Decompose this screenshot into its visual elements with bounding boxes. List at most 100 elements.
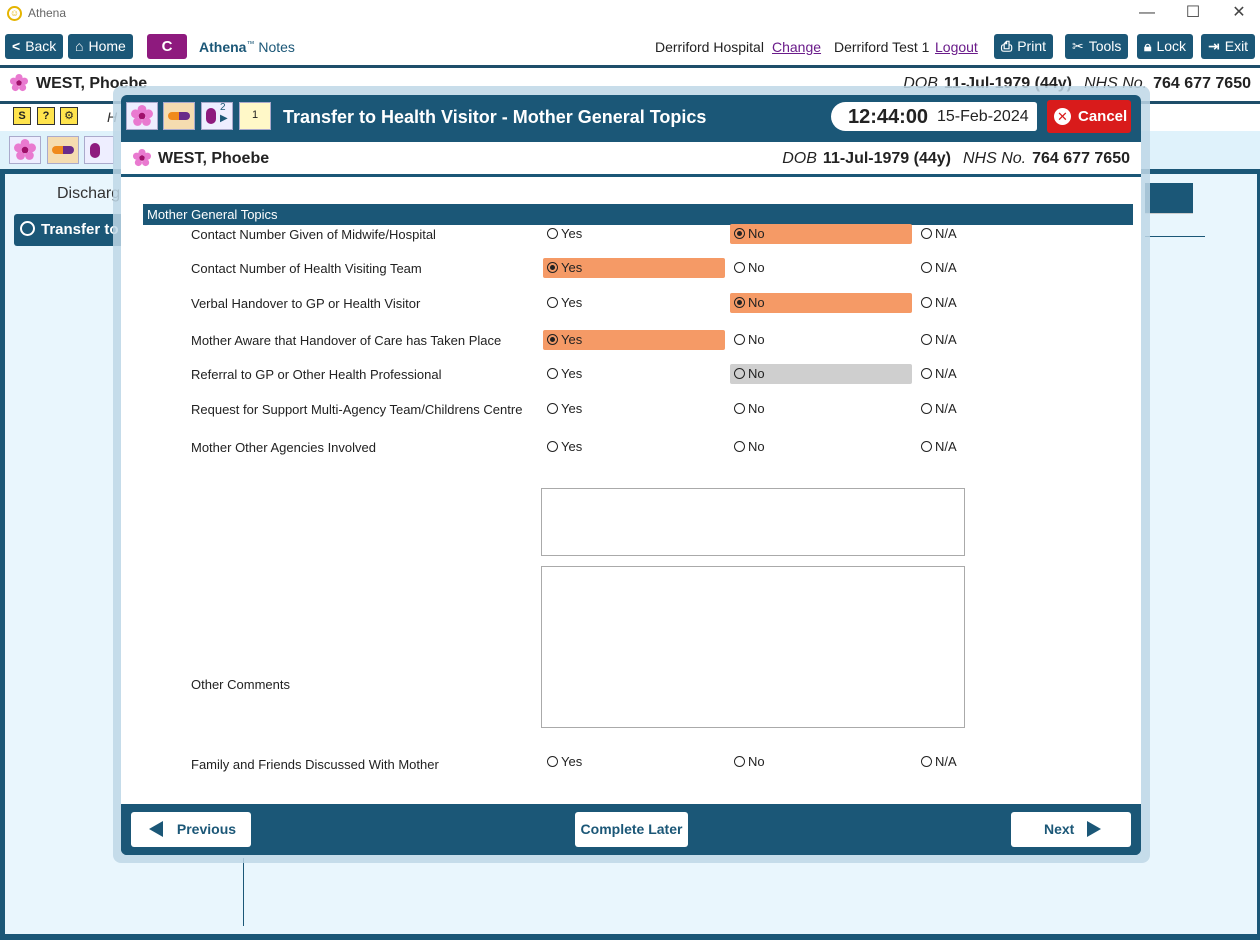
app-name: Athena™ Notes [199, 39, 295, 55]
radio-option-yes[interactable]: Yes [543, 364, 582, 384]
radio-option-yes[interactable]: Yes [543, 752, 582, 772]
section-title: Mother General Topics [143, 204, 1133, 225]
modal-footer: Previous Complete Later Next [121, 804, 1141, 855]
change-hospital-link[interactable]: Change [772, 39, 822, 55]
radio-option-na[interactable]: N/A [917, 224, 957, 244]
radio-option-yes[interactable]: Yes [543, 258, 725, 278]
radio-option-na[interactable]: N/A [917, 293, 957, 313]
radio-icon [734, 297, 745, 308]
previous-button[interactable]: Previous [131, 812, 251, 847]
radio-icon [547, 228, 558, 239]
radio-option-yes[interactable]: Yes [543, 399, 582, 419]
radio-option-no[interactable]: No [730, 399, 765, 419]
close-button[interactable]: ✕ [1232, 4, 1246, 21]
medication-icon[interactable] [163, 102, 195, 130]
background-discharge-label: Discharg [57, 185, 121, 202]
radio-icon [734, 228, 745, 239]
radio-icon [734, 403, 745, 414]
play-icon: ▶ [220, 113, 228, 124]
radio-icon [547, 756, 558, 767]
radio-icon [921, 756, 932, 767]
cancel-button[interactable]: ✕ Cancel [1047, 100, 1131, 133]
radio-option-no[interactable]: No [730, 752, 765, 772]
modal-patient-bar: WEST, Phoebe DOB 11-Jul-1979 (44y) NHS No.… [121, 142, 1141, 177]
radio-option-no[interactable]: No [730, 437, 765, 457]
radio-icon [734, 441, 745, 452]
medication-tab-icon[interactable] [47, 136, 79, 164]
printer-icon: ⎙ [1001, 38, 1013, 54]
radio-option-na[interactable]: N/A [917, 330, 957, 350]
other-agencies-textarea[interactable] [541, 488, 965, 556]
radio-icon [547, 403, 558, 414]
s-alert-icon[interactable]: S [13, 107, 31, 125]
exit-button[interactable]: ⇥ Exit [1201, 34, 1256, 59]
radio-option-na[interactable]: N/A [917, 258, 957, 278]
mother-general-topics-section: Mother General Topics Contact Number Giv… [143, 204, 1133, 789]
maximize-button[interactable]: ☐ [1185, 4, 1201, 21]
user-name: Derriford Test 1 [834, 39, 930, 55]
question-label: Mother Aware that Handover of Care has T… [191, 333, 502, 348]
radio-option-yes[interactable]: Yes [543, 293, 582, 313]
radio-option-na[interactable]: N/A [917, 752, 957, 772]
radio-icon [734, 262, 745, 273]
minimize-button[interactable]: — [1139, 4, 1155, 21]
arrow-left-icon [149, 821, 163, 837]
question-label: Contact Number of Health Visiting Team [191, 261, 422, 276]
radio-icon [921, 334, 932, 345]
radio-icon [547, 368, 558, 379]
patient-details: DOB 11-Jul-1979 (44y) NHS No. 764 677 7650 [782, 150, 1130, 167]
background-divider-vertical [243, 858, 244, 926]
radio-option-no[interactable]: No [730, 293, 912, 313]
radio-icon [921, 403, 932, 414]
current-time: 12:44:00 [848, 106, 929, 128]
question-label: Mother Other Agencies Involved [191, 440, 376, 455]
logout-link[interactable]: Logout [935, 39, 978, 55]
radio-icon [547, 262, 558, 273]
radio-icon [921, 368, 932, 379]
flower-tab-icon[interactable] [9, 136, 41, 164]
notes-count-icon[interactable]: 1 [239, 102, 271, 130]
radio-option-yes[interactable]: Yes [543, 437, 582, 457]
radio-option-no[interactable]: No [730, 224, 912, 244]
radio-option-na[interactable]: N/A [917, 437, 957, 457]
home-icon: ⌂ [75, 38, 84, 54]
radio-option-na[interactable]: N/A [917, 364, 957, 384]
background-transfer-item[interactable]: Transfer to [14, 214, 124, 246]
c-button[interactable]: C [147, 34, 187, 59]
flower-icon[interactable] [126, 102, 158, 130]
radio-option-no[interactable]: No [730, 364, 912, 384]
arrow-right-icon [1087, 821, 1102, 837]
background-divider [1145, 236, 1205, 237]
flower-icon [133, 149, 151, 167]
window-title: Athena [28, 6, 67, 20]
radio-option-yes[interactable]: Yes [543, 330, 725, 350]
radio-option-no[interactable]: No [730, 330, 765, 350]
help-icon[interactable]: ? [37, 107, 55, 125]
question-label: Verbal Handover to GP or Health Visitor [191, 296, 421, 311]
radio-option-na[interactable]: N/A [917, 399, 957, 419]
radio-icon [547, 297, 558, 308]
radio-option-yes[interactable]: Yes [543, 224, 582, 244]
modal-header: 2 ▶ 1 Transfer to Health Visitor - Mothe… [121, 95, 1141, 139]
home-button[interactable]: ⌂ Home [68, 34, 133, 59]
radio-icon [734, 368, 745, 379]
athena-logo-icon: ☺ [7, 6, 22, 21]
baby-count-icon[interactable]: 2 ▶ [201, 102, 233, 130]
radio-option-no[interactable]: No [730, 258, 765, 278]
hospital-name: Derriford Hospital [655, 39, 764, 55]
complete-later-button[interactable]: Complete Later [575, 812, 688, 847]
settings-alert-icon[interactable]: ⚙ [60, 107, 78, 125]
background-h-label: H [107, 109, 117, 125]
print-button[interactable]: ⎙ Print [994, 34, 1053, 59]
radio-icon [734, 756, 745, 767]
next-button[interactable]: Next [1011, 812, 1131, 847]
transfer-modal: 2 ▶ 1 Transfer to Health Visitor - Mothe… [121, 95, 1141, 855]
other-comments-textarea[interactable] [541, 566, 965, 728]
other-comments-label: Other Comments [191, 677, 290, 692]
lock-button[interactable]: 🔒︎ Lock [1137, 34, 1194, 59]
modal-body: Mother General Topics Contact Number Giv… [121, 177, 1141, 804]
tools-button[interactable]: ✂ Tools [1065, 34, 1129, 59]
back-button[interactable]: < Back [5, 34, 64, 59]
radio-icon [921, 297, 932, 308]
baby-tab-icon[interactable] [84, 136, 114, 164]
